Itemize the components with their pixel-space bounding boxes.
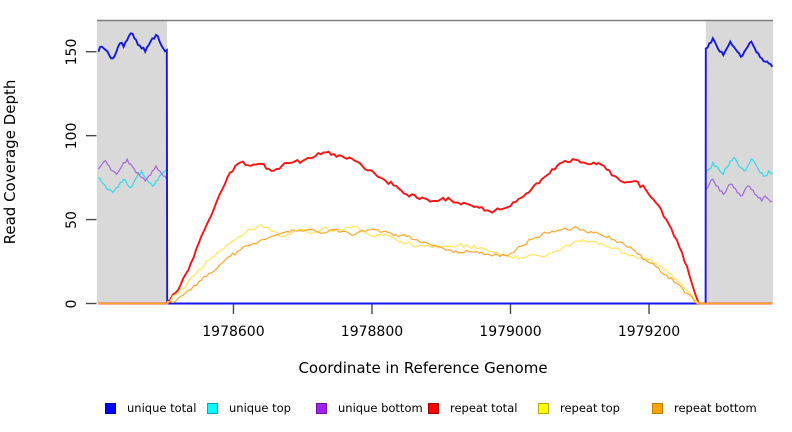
legend-label: repeat bottom [674,401,757,415]
x-axis-label: Coordinate in Reference Genome [298,359,548,377]
legend-label: repeat total [450,401,518,415]
legend-label: unique total [127,401,197,415]
x-tick-label: 1979200 [617,324,681,340]
legend-swatch-icon [316,402,327,414]
legend-swatch-icon [538,402,549,414]
legend-swatch-icon [428,402,439,414]
legend-swatch-icon [105,402,116,414]
legend-item-unique-bottom: unique bottom [316,401,423,415]
series-line-repeat-top [98,223,773,305]
y-tick-label: 50 [64,210,80,229]
legend-label: unique top [229,401,291,415]
x-tick-label: 1979000 [479,324,542,340]
legend-item-repeat-top: repeat top [538,401,620,415]
legend-label: repeat top [560,401,620,415]
series-line-repeat-total [98,150,773,305]
shaded-region-0 [97,20,167,304]
y-axis-label: Read Coverage Depth [1,79,19,245]
x-tick-label: 1978600 [202,324,265,340]
legend-item-repeat-bottom: repeat bottom [652,401,757,415]
legend-item-unique-top: unique top [207,401,291,415]
y-tick-label: 150 [64,38,80,66]
x-axis-label-wrap: Coordinate in Reference Genome [0,359,792,377]
legend-item-unique-total: unique total [105,401,196,415]
legend-item-repeat-total: repeat total [428,401,517,415]
legend-swatch-icon [652,402,663,414]
legend-label: unique bottom [338,401,423,415]
series-line-unique-total [97,32,774,305]
y-tick-label: 0 [64,299,80,308]
y-tick-label: 100 [64,122,80,150]
x-tick-label: 1978800 [340,324,404,340]
legend-swatch-icon [207,402,218,414]
shaded-region-1 [705,20,773,304]
series-line-repeat-bottom [98,226,773,305]
